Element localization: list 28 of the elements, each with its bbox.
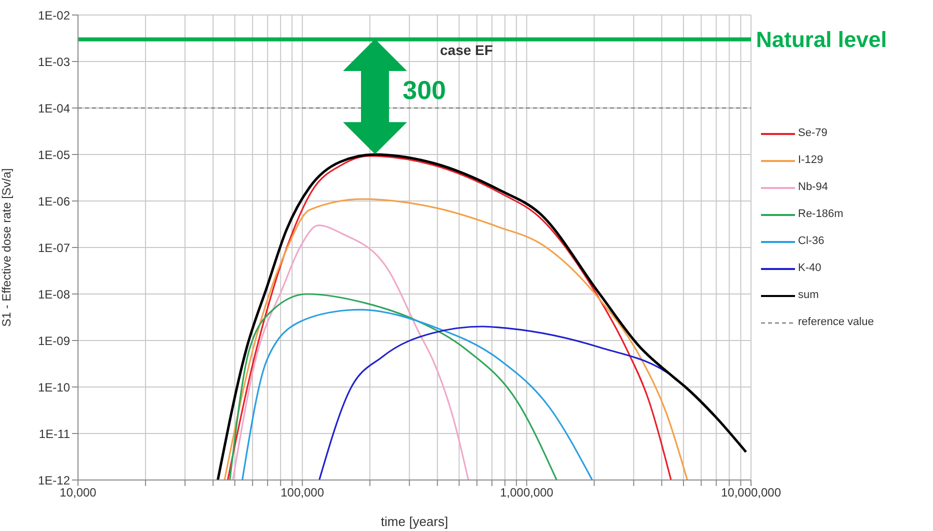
- legend-label: Nb-94: [798, 180, 828, 195]
- text: case EF: [440, 42, 493, 58]
- y-tick-label: 1E-09: [38, 334, 70, 348]
- annotation: 300: [402, 74, 446, 106]
- y-tick-label: 1E-06: [38, 194, 70, 208]
- y-axis-title: S1 - Effective dose rate [Sv/a]: [0, 168, 14, 327]
- y-tick-label: 1E-05: [38, 148, 70, 162]
- y-tick-label: 1E-07: [38, 240, 70, 255]
- x-axis-title: time [years]: [380, 514, 448, 529]
- y-tick-label: 1E-11: [38, 426, 70, 441]
- legend-label: Re-186m: [798, 207, 844, 222]
- ref-line-label: Natural level: [756, 27, 887, 52]
- x-tick-label: 10,000: [60, 486, 97, 500]
- y-tick-label: 1E-04: [38, 101, 70, 116]
- x-tick-label: 100,000: [280, 486, 324, 500]
- legend-label: Cl-36: [798, 234, 824, 249]
- y-tick-label: 1E-03: [38, 54, 70, 69]
- x-tick-label: 1,000,000: [500, 486, 554, 500]
- legend-label: reference value: [798, 315, 874, 330]
- legend-label: sum: [798, 288, 819, 303]
- legend-label: Se-79: [798, 126, 828, 141]
- x-tick-label: 10,000,000: [720, 486, 782, 500]
- legend-label: I-129: [798, 153, 824, 168]
- legend-label: K-40: [798, 261, 822, 276]
- y-tick-label: 1E-02: [38, 8, 70, 22]
- y-tick-label: 1E-12: [38, 473, 70, 488]
- y-tick-label: 1E-10: [38, 380, 70, 394]
- y-tick-label: 1E-08: [38, 287, 70, 302]
